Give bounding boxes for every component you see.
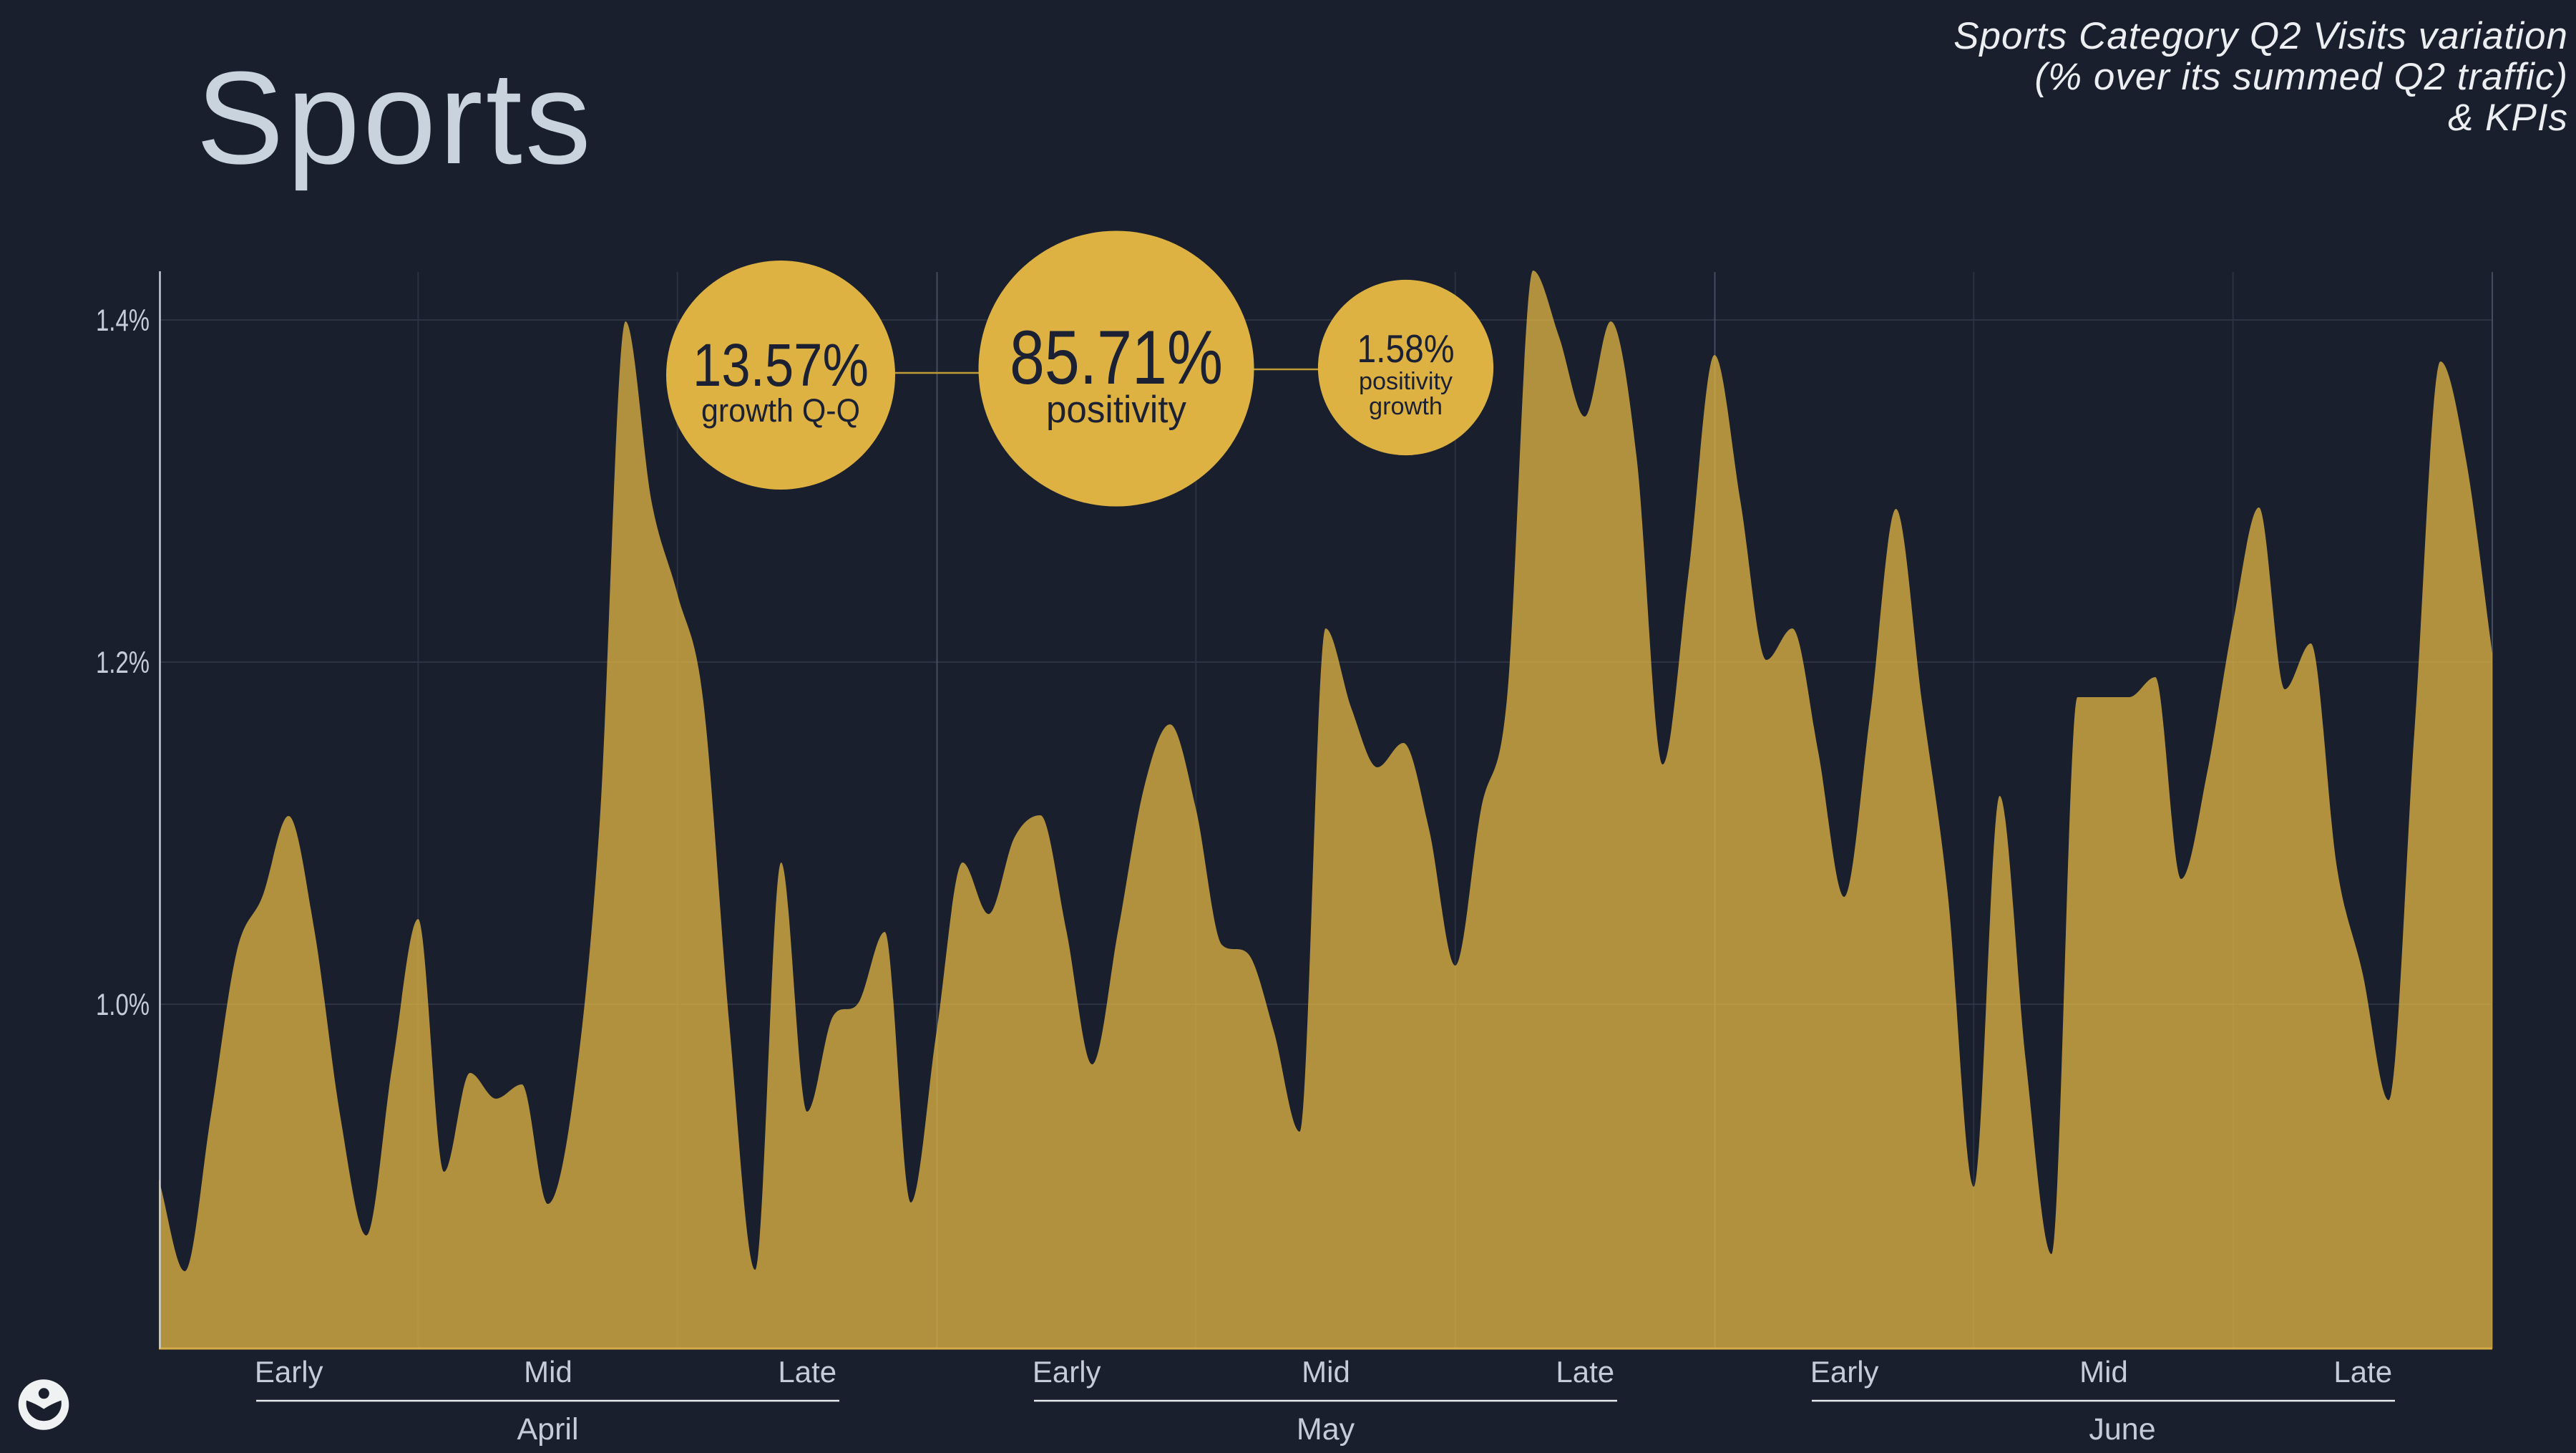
svg-text:growth: growth [1369,393,1443,420]
svg-text:1.4%: 1.4% [96,303,150,338]
svg-text:Mid: Mid [2079,1355,2128,1389]
svg-text:1.2%: 1.2% [96,646,150,680]
svg-text:Sports: Sports [196,44,594,191]
svg-text:positivity: positivity [1359,368,1453,395]
svg-text:Early: Early [1033,1355,1101,1389]
svg-text:May: May [1297,1412,1355,1447]
svg-text:Late: Late [2333,1355,2392,1389]
svg-text:Early: Early [255,1355,323,1389]
svg-text:Mid: Mid [1302,1355,1350,1389]
svg-text:Late: Late [778,1355,836,1389]
svg-text:April: April [517,1412,578,1447]
svg-text:Late: Late [1556,1355,1614,1389]
svg-text:85.71%: 85.71% [1010,314,1223,400]
svg-text:& KPIs: & KPIs [2448,97,2568,139]
svg-text:Mid: Mid [524,1355,572,1389]
svg-text:growth Q-Q: growth Q-Q [701,392,860,429]
svg-text:Early: Early [1810,1355,1879,1389]
svg-text:13.57%: 13.57% [693,331,869,399]
svg-text:June: June [2089,1412,2155,1447]
svg-text:Sports Category Q2 Visits vari: Sports Category Q2 Visits variation [1953,15,2568,57]
svg-text:positivity: positivity [1046,389,1186,431]
svg-text:(% over its summed Q2 traffic): (% over its summed Q2 traffic) [2034,56,2568,98]
svg-text:1.58%: 1.58% [1357,326,1455,371]
svg-text:1.0%: 1.0% [96,988,150,1022]
